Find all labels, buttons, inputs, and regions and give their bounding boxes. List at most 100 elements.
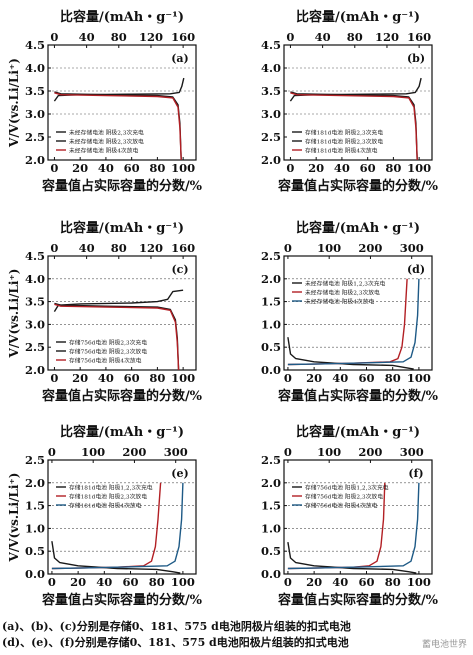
legend-entry: 存储181d电池 阴极2,3次充电: [305, 129, 383, 137]
x2-tick-label: 200: [358, 241, 382, 255]
x-tick-label: 20: [308, 161, 324, 175]
x-tick-label: 100: [407, 161, 431, 175]
legend-entry: 存储756d电池 阴极2,3次充电: [69, 339, 147, 347]
chart-panel-c: 0 20 40 60 80 100 0 40 80 120 160 2.0 2.5 3.0 3.5 4.0 4.…: [7, 220, 203, 404]
x2-tick-label: 100: [317, 241, 341, 255]
y-tick-label: 2.0: [25, 363, 45, 377]
x2-tick-label: 120: [139, 30, 163, 44]
x-tick-label: 20: [70, 575, 86, 589]
x-tick-label: 100: [407, 575, 431, 589]
y-tick-label: 0.0: [261, 567, 281, 581]
y-tick-label: 3.0: [25, 107, 45, 121]
x-tick-label: 40: [334, 161, 350, 175]
x-tick-label: 80: [385, 371, 401, 385]
y-tick-label: 1.5: [261, 499, 281, 513]
x-tick-label: 80: [149, 575, 165, 589]
legend-entry: 存储181d电池 阳极4次放电: [69, 502, 142, 510]
y-tick-label: 0.0: [25, 567, 45, 581]
legend-entry: 存储756d电池 阳极4次放电: [305, 502, 378, 510]
y-tick-label: 3.0: [25, 317, 45, 331]
y-axis-label: V/V(vs.Li/Li⁺): [7, 58, 21, 148]
panel-label: (a): [171, 52, 189, 65]
plot-frame: [283, 255, 433, 371]
x2-tick-label: 0: [50, 241, 58, 255]
y-tick-label: 2.5: [25, 130, 45, 144]
plot-frame: [47, 459, 197, 575]
y-tick-label: 2.5: [261, 249, 281, 263]
legend-entry: 存储181d电池 阴极2,3次放电: [305, 138, 383, 146]
x-tick-label: 40: [332, 371, 348, 385]
series-line-3: [287, 482, 420, 570]
y-tick-label: 3.5: [25, 84, 45, 98]
y-tick-label: 2.0: [25, 153, 45, 167]
x2-tick-label: 100: [81, 445, 105, 459]
panel-label: (d): [407, 263, 425, 276]
y-tick-label: 4.5: [25, 38, 45, 52]
series-line-1: [53, 77, 185, 102]
legend-entry: 未经存储电池 阳极4次放电: [305, 298, 374, 306]
x-tick-label: 40: [332, 575, 348, 589]
x2-tick-label: 40: [79, 30, 95, 44]
y-tick-label: 0.5: [25, 544, 45, 558]
y-tick-label: 0.5: [261, 340, 281, 354]
x2-tick-label: 200: [358, 445, 382, 459]
x2-tick-label: 100: [317, 445, 341, 459]
panel-label: (c): [171, 263, 188, 276]
plot-frame: [283, 44, 433, 161]
series-line-3: [290, 92, 418, 161]
y-tick-label: 2.0: [261, 272, 281, 286]
legend-entry: 未经存储电池 阴极2,3次充电: [69, 129, 144, 137]
caption-line-1: (a)、(b)、(c)分别是存储0、181、575 d电池阴极片组装的扣式电池: [2, 620, 351, 633]
x-tick-label: 20: [306, 371, 322, 385]
x-tick-label: 100: [171, 575, 195, 589]
x-axis-label: 容量值占实际容量的分数/%: [277, 178, 439, 194]
y-tick-label: 2.5: [261, 130, 281, 144]
y-tick-label: 0.5: [261, 544, 281, 558]
x-tick-label: 100: [407, 371, 431, 385]
x2-tick-label: 200: [122, 445, 146, 459]
y-tick-label: 1.5: [25, 499, 45, 513]
chart-panel-d: 0 20 40 60 80 100 0 100 200 300 0.0 0.5 1.0 1.5 2.0 2.5…: [261, 220, 439, 404]
y-tick-label: 3.5: [261, 84, 281, 98]
y-axis-label: V/V(vs.Li/Li⁺): [7, 473, 21, 563]
legend-entry: 存储181d电池 阴极4次放电: [305, 147, 378, 155]
legend-entry: 未经存储电池 阴极2,3次放电: [69, 138, 144, 146]
y-tick-label: 1.0: [25, 521, 45, 535]
y-tick-label: 4.0: [25, 61, 45, 75]
x-axis-label: 容量值占实际容量的分数/%: [277, 388, 439, 404]
x2-tick-label: 80: [111, 30, 127, 44]
y-tick-label: 1.5: [261, 295, 281, 309]
y-tick-label: 3.0: [261, 107, 281, 121]
caption-line-2: (d)、(e)、(f)分别是存储0、181、575 d电池阳极片组装的扣式电池: [2, 636, 349, 649]
x2-axis-label: 比容量/(mAh・g⁻¹): [296, 220, 420, 236]
chart-panel-b: 0 20 40 60 80 100 0 40 80 120 160 2.0 2.5 3.0 3.5 4.0 4.…: [261, 9, 439, 194]
y-tick-label: 2.5: [25, 453, 45, 467]
x2-axis-label: 比容量/(mAh・g⁻¹): [60, 220, 184, 236]
x-tick-label: 100: [171, 371, 195, 385]
x2-tick-label: 0: [284, 445, 292, 459]
x2-tick-label: 0: [48, 445, 56, 459]
legend-entry: 存储181d电池 阳极1,2,3次充电: [69, 484, 153, 492]
x2-tick-label: 80: [347, 30, 363, 44]
series-line-3: [51, 482, 184, 570]
y-tick-label: 4.5: [261, 38, 281, 52]
y-tick-label: 1.0: [261, 521, 281, 535]
x-tick-label: 40: [98, 161, 114, 175]
x2-tick-label: 0: [50, 30, 58, 44]
y-tick-label: 0.0: [261, 363, 281, 377]
x-tick-label: 60: [359, 575, 375, 589]
legend-entry: 存储756d电池 阳极1,2,3次充电: [305, 484, 389, 492]
plot-frame: [47, 44, 197, 161]
x-tick-label: 0: [48, 575, 56, 589]
x2-tick-label: 300: [400, 241, 424, 255]
x-axis-label: 容量值占实际容量的分数/%: [277, 592, 439, 608]
x-tick-label: 40: [96, 575, 112, 589]
figure-caption: (a)、(b)、(c)分别是存储0、181、575 d电池阴极片组装的扣式电池 …: [2, 619, 471, 651]
y-tick-label: 4.0: [25, 272, 45, 286]
x2-axis-label: 比容量/(mAh・g⁻¹): [60, 9, 184, 25]
x-tick-label: 60: [360, 161, 376, 175]
x-tick-label: 0: [286, 161, 294, 175]
x-axis-label: 容量值占实际容量的分数/%: [41, 592, 203, 608]
legend-entry: 存储181d电池 阳极2,3次放电: [69, 493, 147, 501]
x2-axis-label: 比容量/(mAh・g⁻¹): [296, 9, 420, 25]
